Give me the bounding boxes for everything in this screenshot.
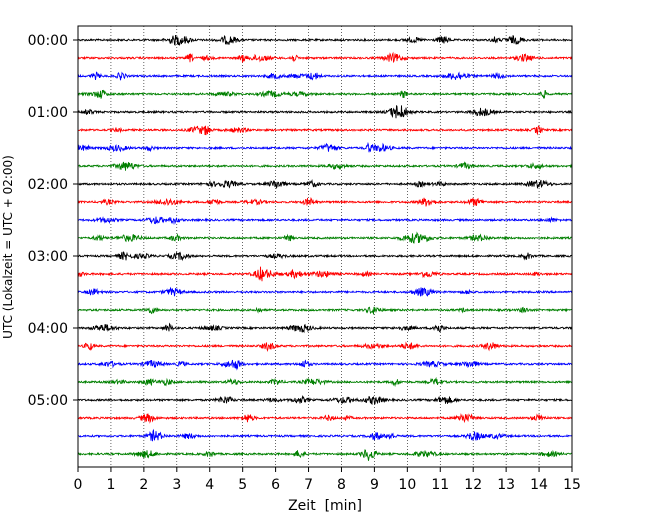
trace-0230 <box>77 216 573 225</box>
trace-0115 <box>77 125 573 136</box>
trace-0245 <box>77 231 573 244</box>
trace-0015 <box>77 51 573 64</box>
trace-0145 <box>77 161 573 171</box>
x-tick-label: 8 <box>337 477 346 493</box>
x-tick-label: 15 <box>563 477 581 493</box>
x-tick-label: 13 <box>497 477 515 493</box>
trace-0100 <box>77 105 573 119</box>
y-tick-label: 05:00 <box>28 393 68 409</box>
x-axis: 0 1 2 3 4 5 6 7 8 9 10 11 12 13 14 15 <box>74 467 581 493</box>
x-tick-label: 5 <box>238 477 247 493</box>
y-tick-label: 01:00 <box>28 105 68 121</box>
x-axis-label: Zeit [min] <box>288 498 362 514</box>
trace-0000 <box>77 34 573 46</box>
trace-0530 <box>77 428 573 442</box>
trace-0345 <box>77 306 573 315</box>
trace-0515 <box>77 412 573 424</box>
trace-0430 <box>77 359 573 371</box>
trace-0330 <box>77 286 573 297</box>
x-tick-label: 2 <box>139 477 148 493</box>
y-tick-label: 02:00 <box>28 177 68 193</box>
trace-0500 <box>77 394 573 406</box>
x-tick-label: 0 <box>74 477 83 493</box>
trace-0315 <box>77 266 573 282</box>
trace-0400 <box>77 322 573 334</box>
trace-0445 <box>77 376 573 388</box>
x-tick-label: 1 <box>106 477 115 493</box>
trace-0030 <box>77 71 573 81</box>
trace-0545 <box>77 449 573 461</box>
x-tick-label: 7 <box>304 477 313 493</box>
x-tick-label: 4 <box>205 477 214 493</box>
x-tick-label: 10 <box>398 477 416 493</box>
y-tick-label: 00:00 <box>28 33 68 49</box>
trace-0415 <box>77 341 573 353</box>
trace-0130 <box>77 141 573 153</box>
plot-background <box>78 26 572 467</box>
plot-frame <box>77 25 573 468</box>
traces <box>77 34 573 461</box>
trace-0045 <box>77 89 573 100</box>
x-tick-label: 14 <box>530 477 548 493</box>
y-tick-label: 03:00 <box>28 249 68 265</box>
x-tick-label: 3 <box>172 477 181 493</box>
x-tick-label: 12 <box>464 477 482 493</box>
x-tick-label: 6 <box>271 477 280 493</box>
y-tick-label: 04:00 <box>28 321 68 337</box>
x-tick-label: 11 <box>431 477 449 493</box>
trace-0200 <box>77 179 573 190</box>
trace-0300 <box>77 251 573 262</box>
y-axis: 00:00 01:00 02:00 03:00 04:00 05:00 <box>28 33 78 409</box>
trace-0215 <box>77 197 573 207</box>
y-axis-label: UTC (Lokalzeit = UTC + 02:00) <box>1 155 15 339</box>
x-tick-label: 9 <box>370 477 379 493</box>
